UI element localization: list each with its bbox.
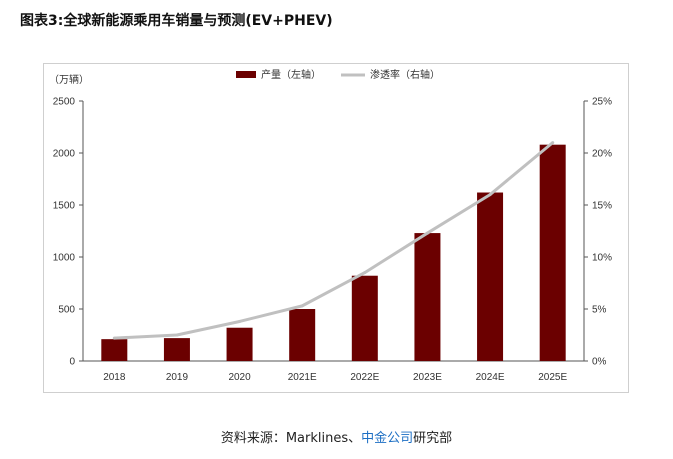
line-point	[300, 304, 304, 308]
left-tick-label: 500	[58, 305, 75, 316]
left-tick-label: 1000	[53, 253, 76, 264]
source-note: 资料来源：Marklines、中金公司研究部	[0, 427, 673, 446]
bar	[477, 192, 504, 361]
line-point	[175, 333, 179, 337]
bar-series	[101, 144, 566, 361]
line-point	[425, 231, 429, 235]
x-tick-label: 2019	[166, 372, 189, 383]
x-axis: 2018 2019 2020 2021E 2022E 2023E 2024E 2025E	[83, 360, 584, 383]
line-point	[551, 141, 555, 145]
x-tick-label: 2021E	[288, 372, 317, 383]
bar	[351, 275, 378, 361]
source-prefix: 资料来源：Marklines、	[220, 431, 362, 446]
right-tick-label: 20%	[592, 149, 612, 160]
x-tick-label: 2018	[103, 372, 126, 383]
chart: 产量（左轴） 渗透率（右轴） （万辆） 0 500 1000 1500 2000 2500 0…	[49, 68, 612, 383]
bar	[226, 327, 253, 361]
legend-bar-swatch	[236, 71, 256, 78]
x-tick-label: 2020	[228, 372, 251, 383]
bar	[289, 309, 316, 361]
x-tick-label: 2022E	[350, 372, 379, 383]
line-series	[112, 141, 555, 340]
right-tick-label: 15%	[592, 201, 612, 212]
left-axis: （万辆） 0 500 1000 1500 2000 2500	[49, 73, 89, 368]
legend: 产量（左轴） 渗透率（右轴）	[236, 68, 440, 81]
figure-title: 图表3:全球新能源乘用车销量与预测(EV+PHEV)	[20, 13, 333, 29]
legend-bar-label: 产量（左轴）	[261, 68, 321, 81]
source-suffix: 研究部	[413, 431, 453, 446]
left-tick-label: 2000	[53, 149, 76, 160]
penetration-line	[114, 141, 554, 340]
right-tick-label: 0%	[592, 357, 607, 368]
line-point	[112, 336, 116, 340]
right-tick-label: 10%	[592, 253, 612, 264]
legend-line-label: 渗透率（右轴）	[370, 68, 440, 81]
line-point	[488, 193, 492, 197]
bar	[539, 144, 566, 361]
x-tick-label: 2025E	[538, 372, 567, 383]
x-tick-label: 2023E	[413, 372, 442, 383]
left-tick-label: 2500	[53, 97, 76, 108]
line-point	[238, 319, 242, 323]
right-tick-label: 25%	[592, 97, 612, 108]
source-link[interactable]: 中金公司	[361, 431, 414, 446]
line-point	[363, 271, 367, 275]
bar	[163, 338, 190, 361]
bar	[101, 339, 128, 361]
right-axis: 0% 5% 10% 15% 20% 25%	[583, 97, 612, 368]
left-tick-label: 1500	[53, 201, 76, 212]
left-axis-unit: （万辆）	[49, 73, 89, 86]
x-tick-label: 2024E	[476, 372, 505, 383]
bar	[414, 233, 441, 361]
left-tick-label: 0	[69, 357, 75, 368]
right-tick-label: 5%	[592, 305, 607, 316]
